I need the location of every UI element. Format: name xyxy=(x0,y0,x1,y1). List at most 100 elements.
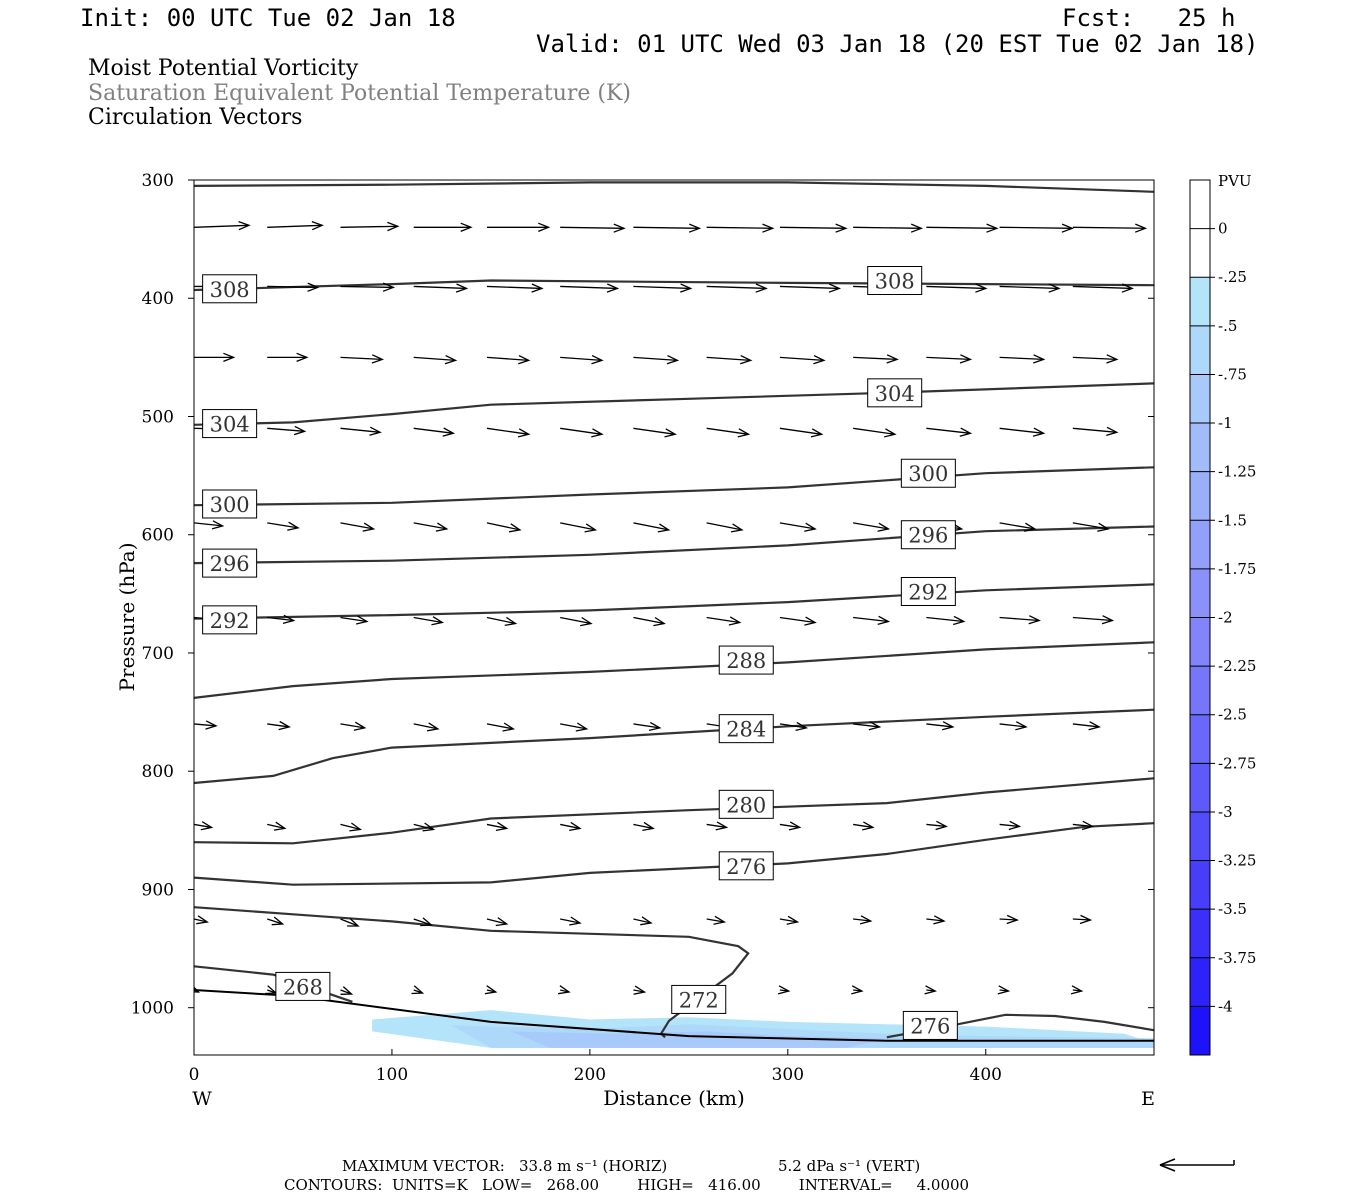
circulation-vector xyxy=(486,522,522,533)
vector-head xyxy=(293,425,307,436)
colorbar-tick-label: -1.75 xyxy=(1218,560,1256,578)
vector-head xyxy=(517,428,531,438)
circulation-vector xyxy=(999,914,1019,925)
vector-shaft xyxy=(633,918,652,924)
vector-shaft xyxy=(779,616,816,624)
vector-head xyxy=(1061,223,1074,233)
contour-label-text: 304 xyxy=(210,413,250,437)
y-tick-label: 400 xyxy=(142,289,174,309)
vector-shaft xyxy=(706,356,751,362)
vector-shaft xyxy=(779,918,798,923)
vector-head xyxy=(910,223,924,233)
contour-label: 308 xyxy=(867,266,923,296)
contour-label-text: 296 xyxy=(210,552,250,576)
circulation-vector xyxy=(194,986,200,993)
vector-head xyxy=(504,616,518,627)
vector-head xyxy=(442,427,456,437)
x-tick-label: 0 xyxy=(189,1065,200,1085)
vector-shaft xyxy=(853,522,889,530)
vector-head xyxy=(1079,914,1093,925)
colorbar-segment xyxy=(1190,471,1210,521)
vector-head xyxy=(196,915,209,925)
vector-shaft xyxy=(560,723,587,730)
vector-head xyxy=(435,522,449,532)
vector-shaft xyxy=(194,918,208,923)
vector-head xyxy=(347,918,360,927)
vector-head xyxy=(1006,914,1019,925)
circulation-vector xyxy=(853,522,891,532)
contour-label: 268 xyxy=(275,971,331,1001)
circulation-vector xyxy=(779,721,809,732)
contour-label-box xyxy=(718,851,774,881)
vector-head xyxy=(1106,426,1119,437)
vector-head xyxy=(859,915,873,925)
contour-label-text: 272 xyxy=(679,988,719,1012)
contour-label: 272 xyxy=(671,984,727,1014)
theta-contour-280-8 xyxy=(194,777,1154,845)
colorbar-tick-label: -3.25 xyxy=(1218,852,1256,870)
contour-label-box xyxy=(202,274,258,304)
circulation-vector xyxy=(779,427,824,438)
circulation-vector xyxy=(1072,914,1093,925)
vector-head xyxy=(1023,522,1037,532)
vector-shaft xyxy=(999,823,1020,828)
circulation-vector xyxy=(926,283,988,293)
circulation-vector xyxy=(997,985,1011,995)
vector-shaft xyxy=(486,918,507,925)
colorbar-tick-label: -1.5 xyxy=(1218,511,1247,529)
contour-label-text: 292 xyxy=(210,609,250,633)
circulation-vector xyxy=(267,352,309,363)
vector-head xyxy=(194,986,200,993)
contour-label-box xyxy=(867,378,923,408)
vector-head xyxy=(664,428,677,438)
circulation-vector xyxy=(411,985,425,995)
circulation-vector xyxy=(926,915,946,925)
circulation-vector xyxy=(484,985,498,995)
contour-label: 292 xyxy=(900,576,956,606)
vector-shaft xyxy=(560,918,581,924)
contour-label: 292 xyxy=(202,605,258,635)
vector-head xyxy=(680,283,693,293)
field-title-1: Moist Potential Vorticity xyxy=(88,56,359,81)
vector-head xyxy=(933,915,946,925)
contour-label-box xyxy=(900,458,956,488)
vector-head xyxy=(688,223,702,233)
vector-shaft xyxy=(486,723,514,730)
colorbar-tick-label: -.25 xyxy=(1218,268,1247,286)
vector-head xyxy=(557,985,571,995)
vector-head xyxy=(455,283,469,293)
circulation-vector xyxy=(926,615,966,626)
theta-contour-304-2 xyxy=(194,382,1154,426)
vector-shaft xyxy=(194,224,250,228)
vector-head xyxy=(1097,522,1110,532)
vector-shaft xyxy=(999,427,1044,434)
circulation-vector xyxy=(194,821,214,831)
circulation-vector xyxy=(413,616,445,626)
circulation-vector xyxy=(267,220,324,231)
vector-shaft xyxy=(486,356,529,362)
vector-head xyxy=(307,282,320,292)
circulation-vector xyxy=(853,721,882,731)
circulation-vector xyxy=(560,522,598,533)
vector-shaft xyxy=(560,823,581,830)
circulation-vector xyxy=(486,917,509,927)
contour-label-box xyxy=(202,409,258,439)
vector-head xyxy=(886,354,899,364)
contour-label-text: 296 xyxy=(908,524,948,548)
valid-time: Valid: 01 UTC Wed 03 Jan 18 (20 EST Tue … xyxy=(536,30,1259,58)
vector-shaft xyxy=(1072,285,1133,290)
colorbar-top-segment xyxy=(1190,180,1210,229)
vector-shaft xyxy=(560,356,603,362)
circulation-vector xyxy=(853,427,897,438)
vector-head xyxy=(1032,354,1046,364)
theta-contour-300-3 xyxy=(194,466,1154,507)
colorbar-segment xyxy=(1190,520,1210,570)
contour-label-box xyxy=(867,266,923,296)
vector-shaft xyxy=(340,522,374,530)
vector-head xyxy=(387,221,400,232)
vector-shaft xyxy=(340,225,398,228)
vector-head xyxy=(420,917,433,927)
vector-head xyxy=(924,985,937,995)
circulation-vector xyxy=(560,616,593,627)
circulation-vector xyxy=(853,223,924,233)
